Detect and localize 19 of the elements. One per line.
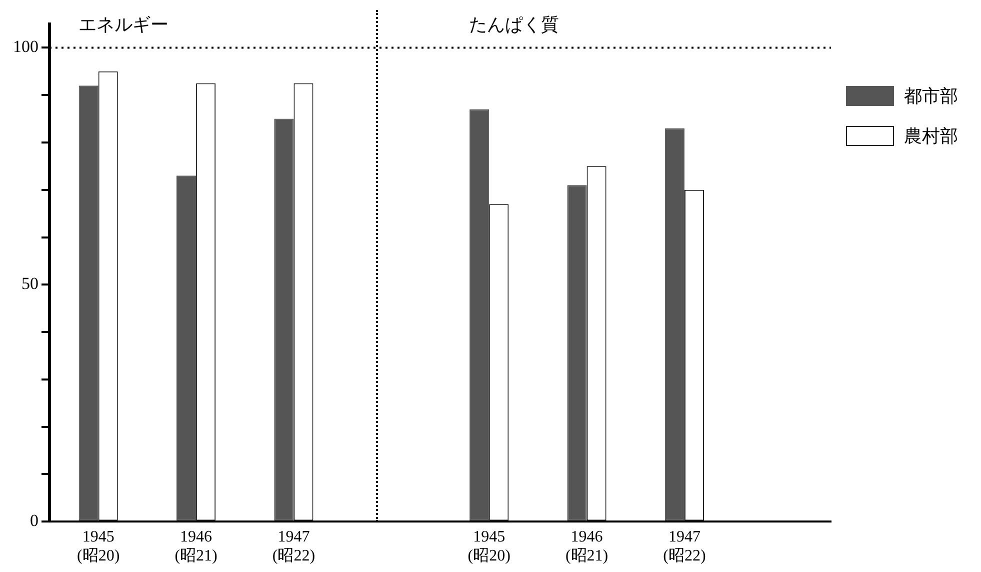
x-tick-label: 1946 (昭21) — [565, 528, 608, 565]
y-tick-label: 100 — [13, 37, 38, 56]
x-tick-label: 1947 (昭22) — [272, 528, 316, 565]
legend-label: 都市部 — [904, 85, 958, 108]
bar — [567, 185, 587, 521]
x-tick-label: 1945 (昭20) — [77, 528, 120, 565]
annotation: エネルギー — [78, 14, 168, 36]
x-tick-label: 1946 (昭21) — [174, 528, 218, 565]
y-tick-label: 0 — [30, 511, 38, 530]
x-tick-label: 1945 (昭20) — [468, 528, 510, 565]
bar — [274, 118, 294, 521]
annotation: たんぱく質 — [469, 14, 560, 36]
bar — [78, 86, 98, 521]
text: 農村部 — [904, 125, 958, 148]
bar — [470, 109, 490, 521]
y-tick-label: 50 — [22, 274, 38, 294]
x-tick-label: 1947 (昭22) — [663, 528, 706, 565]
bar — [176, 176, 196, 521]
bar — [664, 128, 684, 521]
